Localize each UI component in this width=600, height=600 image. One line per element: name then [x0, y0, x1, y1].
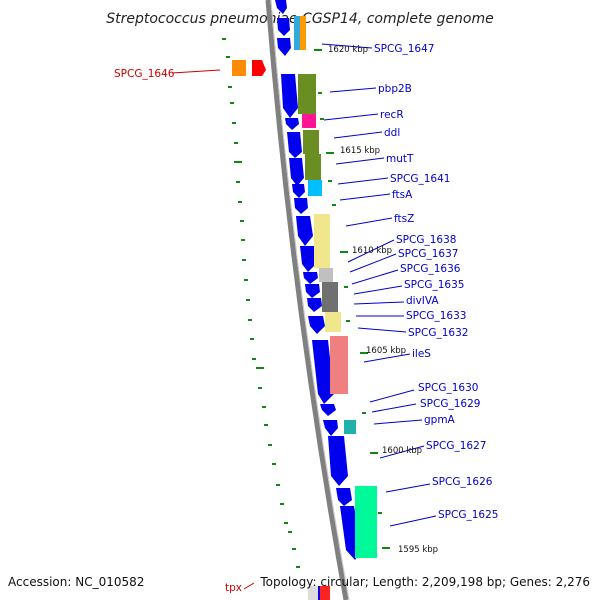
gene-label[interactable]: SPCG_1633: [406, 310, 466, 322]
gene-labels: SPCG_1647 SPCG_1646 pbp2B recR ddl mutT …: [114, 43, 498, 594]
gene-label[interactable]: mutT: [386, 153, 414, 165]
gene-label[interactable]: SPCG_1638: [396, 234, 456, 246]
gene-label[interactable]: SPCG_1636: [400, 263, 461, 275]
gene-arrow: [323, 420, 338, 436]
gene-arrow: [277, 38, 291, 56]
gene-label[interactable]: SPCG_1646: [114, 68, 175, 80]
gene-arrow: [312, 340, 334, 404]
backbone-highlight: [270, 0, 350, 600]
accession-text: Accession: NC_010582: [8, 575, 144, 589]
gene-arrow: [281, 74, 298, 118]
gene-label[interactable]: ddl: [384, 127, 400, 139]
gene-label[interactable]: SPCG_1647: [374, 43, 434, 55]
gene-label[interactable]: divIVA: [406, 295, 439, 307]
scale-label: 1600 kbp: [382, 446, 422, 456]
gene-arrow: [277, 18, 290, 36]
gene-label[interactable]: ileS: [412, 348, 431, 360]
scale-labels: 1620 kbp 1615 kbp 1610 kbp 1605 kbp 1600…: [328, 45, 438, 555]
gene-label[interactable]: pbp2B: [378, 83, 412, 95]
gene-label[interactable]: recR: [380, 109, 404, 121]
gene-arrow: [294, 198, 308, 214]
gene-label[interactable]: gpmA: [424, 414, 456, 426]
gene-label[interactable]: ftsA: [392, 189, 413, 201]
scale-label: 1610 kbp: [352, 246, 392, 256]
leader-lines: [171, 43, 437, 590]
gene-label[interactable]: SPCG_1627: [426, 440, 486, 452]
gene-label[interactable]: SPCG_1630: [418, 382, 478, 394]
gene-label[interactable]: SPCG_1641: [390, 173, 450, 185]
gene-arrow: [285, 118, 299, 130]
gene-label[interactable]: SPCG_1637: [398, 248, 458, 260]
scale-label: 1605 kbp: [366, 346, 406, 356]
gene-label[interactable]: SPCG_1632: [408, 327, 468, 339]
gene-arrow: [303, 272, 318, 284]
scale-label: 1615 kbp: [340, 146, 380, 156]
gene-label[interactable]: tpx: [225, 582, 242, 594]
gene-arrow: [289, 158, 304, 186]
genome-backbone: [265, 0, 349, 600]
gene-arrow: [308, 316, 325, 334]
gene-arrow: [292, 184, 305, 198]
gene-label[interactable]: SPCG_1625: [438, 509, 498, 521]
gene-arrow: [307, 298, 322, 312]
gene-label[interactable]: SPCG_1629: [420, 398, 480, 410]
gene-arrow: [336, 488, 352, 506]
gene-label[interactable]: ftsZ: [394, 213, 414, 225]
gene-arrow: [275, 0, 287, 14]
gene-arrow: [305, 284, 320, 298]
gene-label[interactable]: SPCG_1626: [432, 476, 493, 488]
gene-arrow: [328, 436, 348, 486]
gene-label[interactable]: SPCG_1635: [404, 279, 464, 291]
topology-text: Topology: circular; Length: 2,209,198 bp…: [259, 575, 590, 589]
gene-arrow: [287, 132, 302, 158]
scale-label: 1620 kbp: [328, 45, 368, 55]
cog-boxes: [232, 16, 377, 600]
gene-arrow: [296, 216, 313, 246]
gene-arrow: [320, 404, 336, 416]
scale-label: 1595 kbp: [398, 545, 438, 555]
gene-arrow: [300, 246, 316, 272]
tick-marks: [222, 38, 390, 568]
